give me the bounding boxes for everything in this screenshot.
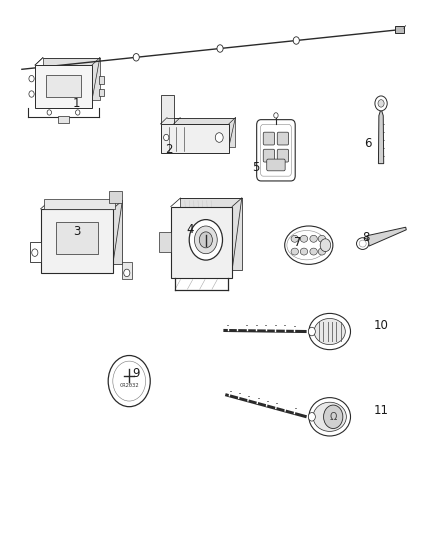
Text: 2: 2 [165,143,173,156]
Bar [171,206,232,278]
Ellipse shape [318,236,326,242]
Circle shape [75,110,80,115]
Bar [40,209,113,273]
Bar [159,232,171,252]
Bar [122,262,132,279]
Ellipse shape [309,313,350,350]
Text: 6: 6 [364,138,372,150]
Ellipse shape [313,402,346,431]
Circle shape [324,405,343,429]
Circle shape [217,45,223,52]
Bar [110,191,122,203]
Bar [44,199,115,209]
Bar [29,242,40,262]
Circle shape [124,269,130,277]
Circle shape [164,134,169,141]
Circle shape [215,133,223,142]
Text: 3: 3 [73,225,80,238]
Bar [395,26,404,33]
Circle shape [308,327,315,336]
Text: 11: 11 [374,404,389,417]
FancyBboxPatch shape [263,132,275,145]
Bar [46,75,81,98]
Bar [56,222,98,254]
Text: 5: 5 [253,161,260,174]
Text: 7: 7 [294,236,302,249]
Ellipse shape [314,319,345,344]
Circle shape [375,96,387,111]
Bar [99,89,104,96]
Bar [167,117,236,147]
Ellipse shape [357,238,369,249]
Ellipse shape [309,398,350,436]
Circle shape [29,91,34,97]
Text: 10: 10 [374,319,389,332]
Ellipse shape [291,236,298,242]
FancyBboxPatch shape [277,149,289,162]
Ellipse shape [310,236,317,242]
Circle shape [274,112,278,118]
Ellipse shape [285,226,333,264]
Circle shape [47,110,52,115]
Bar [35,65,92,108]
Circle shape [320,239,331,252]
Bar [161,124,229,154]
Ellipse shape [318,248,326,255]
Circle shape [32,249,38,256]
Ellipse shape [300,236,307,242]
Text: 9: 9 [132,367,140,379]
Ellipse shape [300,248,307,255]
Circle shape [293,37,299,44]
Ellipse shape [291,248,298,255]
Circle shape [199,232,212,248]
Text: 4: 4 [187,223,194,236]
Bar [50,200,122,264]
Circle shape [29,76,34,82]
Polygon shape [367,227,406,246]
FancyBboxPatch shape [267,159,285,171]
Circle shape [189,220,223,260]
Circle shape [108,356,150,407]
Bar [43,58,100,100]
Text: CR2032: CR2032 [120,383,139,388]
Ellipse shape [310,248,317,255]
Circle shape [133,53,139,61]
FancyBboxPatch shape [277,132,289,145]
Text: 1: 1 [73,98,81,110]
Circle shape [194,226,217,254]
Circle shape [308,413,315,421]
Bar [180,198,242,270]
Polygon shape [378,109,384,164]
Bar [99,76,104,84]
Text: Ω: Ω [329,412,337,422]
Text: 8: 8 [362,231,369,244]
FancyBboxPatch shape [257,120,295,181]
Bar [58,116,69,123]
Circle shape [378,100,384,107]
Bar [160,94,173,124]
FancyBboxPatch shape [263,149,275,162]
